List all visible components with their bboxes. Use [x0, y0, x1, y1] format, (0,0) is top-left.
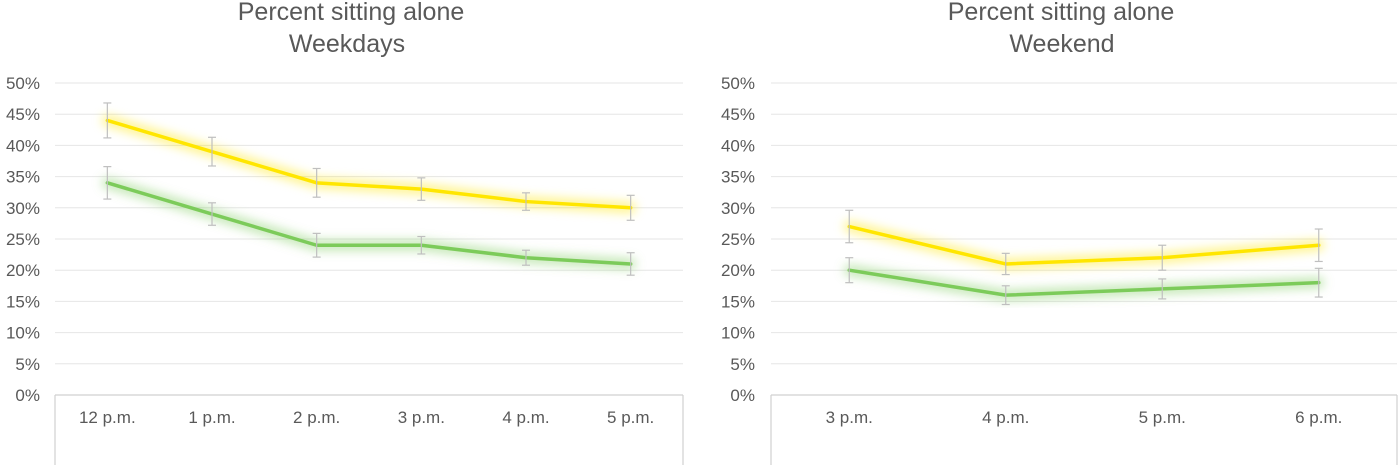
- series-line: [847, 224, 1321, 266]
- series-line: [105, 181, 633, 266]
- error-bar: [312, 232, 321, 258]
- series-group: [843, 209, 1325, 306]
- y-tick-label: 15%: [721, 292, 755, 311]
- y-tick-label: 45%: [6, 105, 40, 124]
- y-tick-label: 50%: [6, 74, 40, 93]
- chart-title-line1: Percent sitting alone: [238, 0, 465, 26]
- error-bar: [1158, 278, 1167, 300]
- error-bar: [1158, 244, 1167, 271]
- error-bar: [845, 209, 854, 244]
- error-bar: [1314, 228, 1323, 263]
- y-tick-label: 25%: [721, 230, 755, 249]
- series-line: [847, 268, 1321, 297]
- chart-title-line2: Weekend: [1009, 30, 1114, 58]
- gridlines: [55, 82, 683, 365]
- y-tick-label: 35%: [721, 168, 755, 187]
- y-tick-label: 35%: [6, 168, 40, 187]
- error-bar: [1001, 285, 1010, 306]
- error-bar: [417, 235, 426, 255]
- series-line-glow: [101, 114, 637, 214]
- y-tick-label: 0%: [730, 386, 755, 405]
- series-line-glow: [843, 221, 1325, 270]
- y-tick-label: 5%: [730, 355, 755, 374]
- series-1: [843, 257, 1325, 306]
- y-tick-label: 40%: [721, 136, 755, 155]
- x-tick-label: 6 p.m.: [1295, 408, 1342, 427]
- gridlines: [771, 82, 1397, 365]
- series-0: [101, 102, 637, 221]
- x-tick-label: 5 p.m.: [1139, 408, 1186, 427]
- weekdays-chart: Percent sitting alone Weekdays 0% 5% 10% 15…: [6, 0, 684, 465]
- y-tick-label: 20%: [6, 261, 40, 280]
- y-tick-label: 40%: [6, 136, 40, 155]
- series-group: [101, 102, 637, 276]
- chart-title-line1: Percent sitting alone: [948, 0, 1175, 26]
- error-bar: [208, 136, 216, 167]
- x-axis-frame: [54, 394, 684, 465]
- x-tick-label: 3 p.m.: [826, 408, 873, 427]
- x-tick-label: 5 p.m.: [607, 408, 654, 427]
- y-tick-label: 50%: [721, 74, 755, 93]
- y-tick-label: 30%: [721, 199, 755, 218]
- error-bar: [626, 252, 635, 276]
- error-bar: [312, 167, 321, 198]
- y-tick-label: 20%: [721, 261, 755, 280]
- error-bar: [208, 202, 216, 226]
- series-1: [101, 166, 637, 276]
- y-axis-ticks: 0% 5% 10% 15% 20% 25% 30% 35% 40% 45% 50%: [6, 74, 40, 405]
- y-tick-label: 10%: [721, 324, 755, 343]
- error-bar: [626, 194, 635, 221]
- x-axis-frame: [770, 394, 1398, 465]
- x-tick-label: 3 p.m.: [398, 408, 445, 427]
- x-tick-label: 4 p.m.: [502, 408, 549, 427]
- series-line-glow: [101, 177, 637, 270]
- x-tick-label: 12 p.m.: [79, 408, 136, 427]
- error-bar: [1314, 267, 1323, 298]
- y-tick-label: 30%: [6, 199, 40, 218]
- error-bar: [845, 257, 854, 284]
- chart-title-line2: Weekdays: [289, 30, 405, 58]
- x-axis-ticks: 3 p.m. 4 p.m. 5 p.m. 6 p.m.: [826, 408, 1343, 427]
- y-axis-ticks: 0% 5% 10% 15% 20% 25% 30% 35% 40% 45% 50%: [721, 74, 755, 405]
- error-bar: [522, 192, 530, 211]
- y-tick-label: 5%: [15, 355, 40, 374]
- y-tick-label: 0%: [15, 386, 40, 405]
- x-tick-label: 4 p.m.: [982, 408, 1029, 427]
- error-bar: [103, 102, 112, 139]
- x-tick-label: 2 p.m.: [293, 408, 340, 427]
- series-0: [843, 209, 1325, 276]
- y-tick-label: 15%: [6, 292, 40, 311]
- error-bar: [103, 166, 112, 200]
- series-line: [105, 118, 633, 210]
- y-tick-label: 10%: [6, 324, 40, 343]
- y-tick-label: 25%: [6, 230, 40, 249]
- y-tick-label: 45%: [721, 105, 755, 124]
- error-bar: [417, 177, 426, 201]
- error-bar: [522, 249, 530, 266]
- weekend-chart: Percent sitting alone Weekend 0% 5% 10% 15%…: [721, 0, 1398, 465]
- x-axis-ticks: 12 p.m. 1 p.m. 2 p.m. 3 p.m. 4 p.m. 5 p.m.: [79, 408, 654, 427]
- x-tick-label: 1 p.m.: [188, 408, 235, 427]
- error-bar: [1001, 252, 1010, 276]
